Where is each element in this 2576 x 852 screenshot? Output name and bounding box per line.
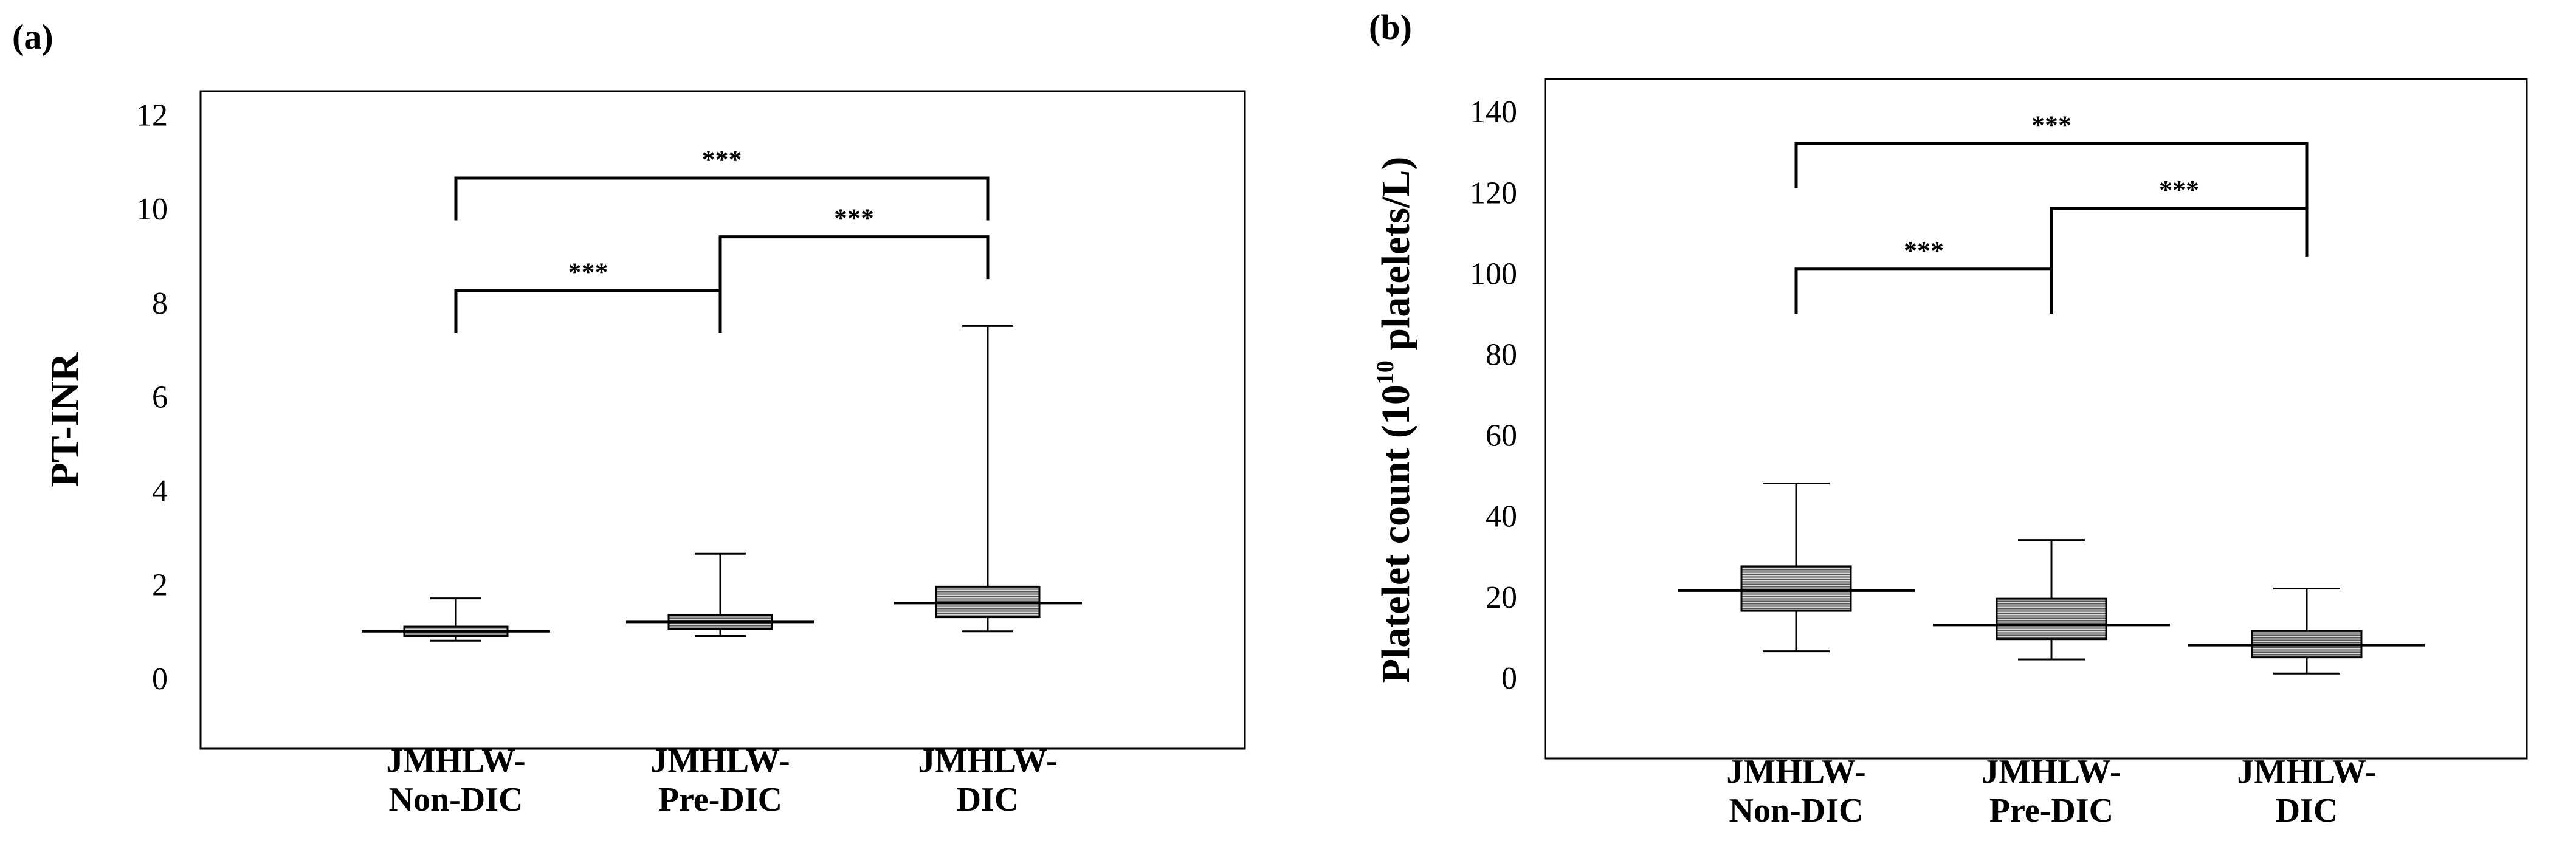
y-tick-label: 80 xyxy=(1486,338,1517,373)
panel-b-boxes xyxy=(1678,482,2425,675)
category-label-line1: JMHLW- xyxy=(918,742,1057,780)
panel-b-y-ticks: 0 20 40 60 80 100 120 140 xyxy=(1470,95,1517,696)
bracket-line xyxy=(718,235,990,334)
category-label-line2: Non-DIC xyxy=(1729,792,1864,830)
significance-bracket-1: *** xyxy=(1794,236,2053,314)
bracket-line xyxy=(1794,267,2053,314)
category-label-line1: JMHLW- xyxy=(2237,753,2376,791)
y-tick-label: 6 xyxy=(152,380,168,414)
panel-b-plot-area xyxy=(1544,78,2528,760)
y-tick-label: 0 xyxy=(1501,661,1517,696)
iqr-box xyxy=(1740,565,1852,612)
significance-label: *** xyxy=(1904,236,1944,266)
box-plot-2 xyxy=(1933,539,2170,661)
bracket-line xyxy=(454,176,990,221)
panel-b: (b) Platelet count (1010 platelets/L) 0 2… xyxy=(1369,7,2528,830)
y-tick-label: 20 xyxy=(1486,580,1517,615)
category-label-line2: DIC xyxy=(2276,792,2338,830)
y-tick-label: 10 xyxy=(136,192,168,227)
significance-label: *** xyxy=(702,145,742,174)
y-tick-label: 0 xyxy=(152,662,168,696)
bracket-line xyxy=(1794,142,2309,257)
panel-b-significance: *** *** *** xyxy=(1794,110,2309,314)
category-label-line1: JMHLW- xyxy=(650,742,790,780)
y-tick-label: 40 xyxy=(1486,500,1517,534)
panel-b-y-axis-title-sup: 10 xyxy=(1371,360,1399,385)
box-plot-2 xyxy=(626,552,814,637)
significance-bracket-2: *** xyxy=(2050,175,2309,314)
panel-a-significance: *** *** *** xyxy=(454,145,990,334)
y-tick-label: 100 xyxy=(1470,256,1517,291)
panel-a-boxes xyxy=(362,325,1082,642)
panel-b-label: (b) xyxy=(1369,7,1412,47)
significance-bracket-2: *** xyxy=(718,204,990,334)
y-tick-label: 60 xyxy=(1486,419,1517,453)
iqr-box xyxy=(1996,597,2107,641)
panel-a-y-ticks: 0 2 4 6 8 10 12 xyxy=(136,98,168,696)
box-plot-3 xyxy=(2188,588,2425,675)
significance-label: *** xyxy=(2159,175,2199,205)
panel-a-label: (a) xyxy=(12,17,53,57)
panel-a-y-axis-title: PT-INR xyxy=(43,352,87,487)
significance-bracket-3: *** xyxy=(1794,110,2309,257)
panel-b-y-axis-title-main: Platelet count (10 xyxy=(1374,385,1418,683)
y-tick-label: 140 xyxy=(1470,95,1517,129)
panel-a-plot-area xyxy=(199,90,1246,750)
bracket-line xyxy=(2050,207,2309,314)
panel-b-y-axis-title-tail: platelets/L) xyxy=(1374,157,1418,360)
significance-label: *** xyxy=(834,204,874,233)
box-plot-1 xyxy=(362,597,550,642)
significance-bracket-3: *** xyxy=(454,145,990,221)
bracket-line xyxy=(454,289,722,334)
y-tick-label: 2 xyxy=(152,568,168,603)
y-tick-label: 120 xyxy=(1470,176,1517,210)
box-plot-1 xyxy=(1678,482,1915,653)
significance-label: *** xyxy=(2031,110,2071,140)
y-tick-label: 4 xyxy=(152,474,168,509)
category-label-line2: Pre-DIC xyxy=(1989,792,2113,830)
significance-label: *** xyxy=(568,257,608,287)
category-label-line1: JMHLW- xyxy=(1982,753,2121,791)
category-label-line2: DIC xyxy=(957,781,1019,819)
category-label-line1: JMHLW- xyxy=(1726,753,1865,791)
panel-b-y-axis-title: Platelet count (1010 platelets/L) xyxy=(1371,157,1418,684)
y-tick-label: 8 xyxy=(152,286,168,321)
category-label-line2: Pre-DIC xyxy=(658,781,782,819)
category-label-line1: JMHLW- xyxy=(386,742,525,780)
category-label-line2: Non-DIC xyxy=(389,781,523,819)
y-tick-label: 12 xyxy=(136,98,168,133)
box-plot-3 xyxy=(894,325,1082,633)
significance-bracket-1: *** xyxy=(454,257,722,334)
